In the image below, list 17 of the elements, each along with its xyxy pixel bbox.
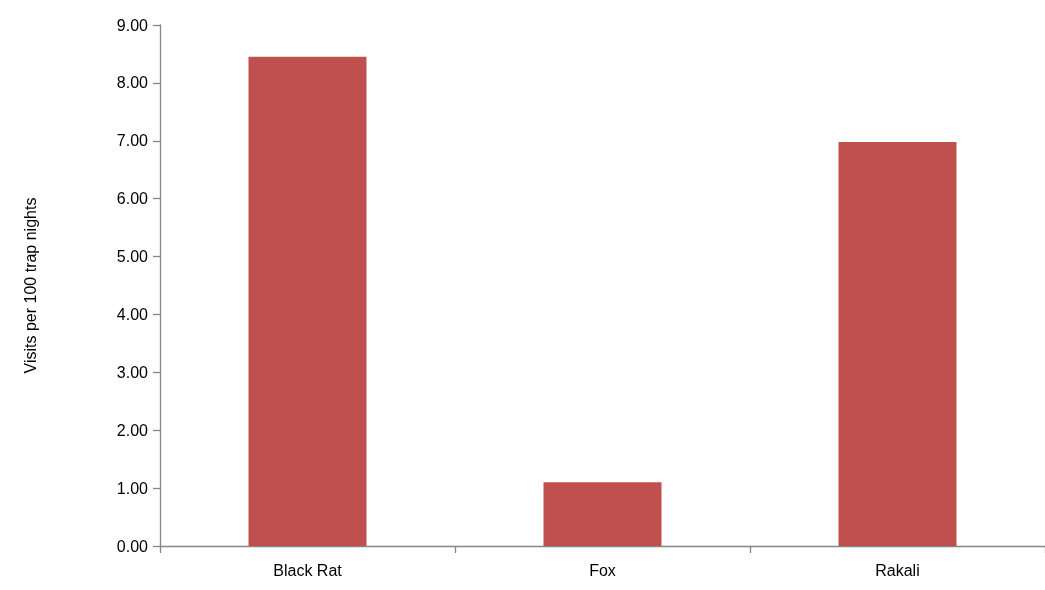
y-tick-label: 9.00 — [116, 16, 149, 34]
y-tick-label: 3.00 — [116, 363, 149, 381]
x-tick-label: Fox — [589, 561, 616, 579]
y-tick-label: 4.00 — [116, 305, 149, 323]
y-tick-label: 6.00 — [116, 190, 149, 208]
bar — [248, 56, 367, 546]
bar — [543, 482, 662, 546]
x-tick-label: Black Rat — [273, 561, 343, 579]
y-tick-label: 1.00 — [116, 479, 149, 497]
x-tick-label: Rakali — [875, 561, 920, 579]
y-tick-label: 5.00 — [116, 248, 149, 266]
y-tick-label: 7.00 — [116, 132, 149, 150]
bar — [838, 141, 957, 546]
y-axis-title: Visits per 100 trap nights — [21, 197, 39, 374]
y-tick-label: 2.00 — [116, 421, 149, 439]
y-tick-label: 8.00 — [116, 74, 149, 92]
y-tick-label: 0.00 — [116, 537, 149, 555]
